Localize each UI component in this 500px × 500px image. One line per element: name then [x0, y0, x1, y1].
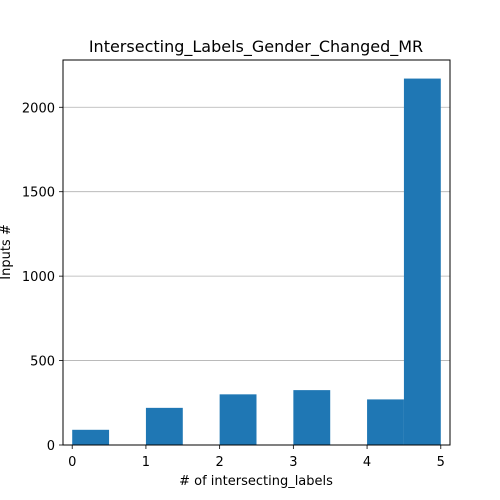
x-tick-label: 3 — [289, 455, 297, 470]
y-tick-label: 0 — [47, 439, 55, 454]
y-tick-label: 1000 — [22, 270, 55, 285]
y-axis-ticks: 0 500 1000 1500 2000 — [22, 101, 63, 454]
bars — [72, 78, 441, 446]
x-tick-label: 5 — [437, 455, 445, 470]
x-tick-label: 2 — [216, 455, 224, 470]
y-tick-label: 500 — [30, 355, 55, 370]
x-tick-label: 4 — [363, 455, 371, 470]
y-tick-label: 1500 — [22, 186, 55, 201]
x-axis-ticks: 0 1 2 3 4 5 — [68, 445, 445, 470]
x-tick-label: 1 — [142, 455, 150, 470]
bar — [367, 399, 404, 445]
bar — [403, 78, 441, 446]
bar — [72, 429, 110, 445]
chart-title: Intersecting_Labels_Gender_Changed_MR — [89, 37, 423, 57]
bar — [145, 407, 183, 445]
grid-lines — [63, 106, 450, 361]
y-tick-label: 2000 — [22, 101, 55, 116]
bar — [219, 394, 257, 445]
x-axis-label: # of intersecting_labels — [179, 474, 333, 489]
x-tick-label: 0 — [68, 455, 76, 470]
y-axis-label: Inputs # — [0, 224, 14, 279]
bar — [293, 390, 331, 445]
plot-frame — [62, 59, 451, 446]
